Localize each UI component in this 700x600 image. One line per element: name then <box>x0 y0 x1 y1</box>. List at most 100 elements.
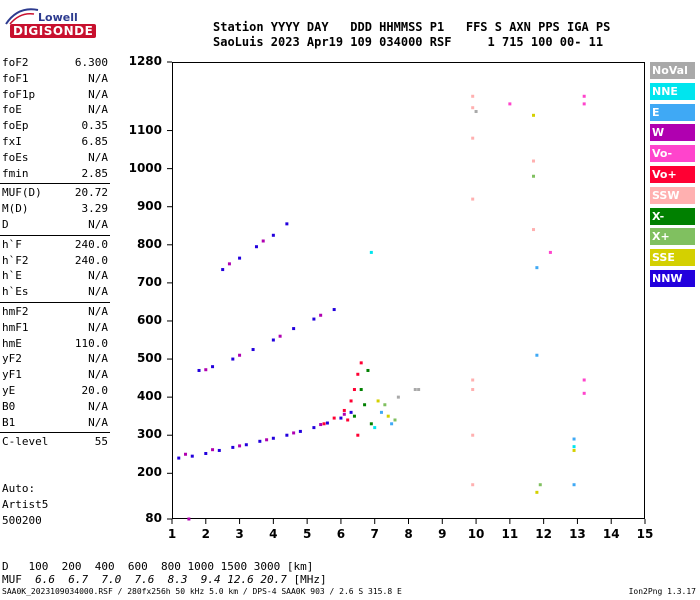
echo-point <box>251 348 255 352</box>
param-name: C-level <box>2 435 49 449</box>
distance-value: 3000 <box>247 560 281 573</box>
echo-point <box>413 388 417 392</box>
param-b0: B0 N/A <box>2 400 108 415</box>
echo-point <box>386 414 390 418</box>
x-tick-label: 12 <box>535 527 552 541</box>
echo-point <box>177 456 181 460</box>
echo-point <box>359 388 363 392</box>
muf-value: 8.3 <box>154 573 188 586</box>
y-tick-label: 200 <box>136 465 162 480</box>
param-ye: yE 20.0 <box>2 384 108 399</box>
echo-point <box>390 422 394 426</box>
param-value: 0.35 <box>81 119 109 133</box>
echo-point <box>538 483 542 487</box>
muf-row: MUF 6.6 6.7 7.0 7.6 8.3 9.4 12.6 20.7 [M… <box>2 573 327 586</box>
param-h-e: h`E N/A <box>2 269 108 284</box>
echo-point <box>471 106 475 110</box>
param-value: N/A <box>88 415 108 429</box>
param-name: fmin <box>2 166 29 180</box>
param-value: N/A <box>88 305 108 318</box>
company-name: Lowell <box>38 11 78 24</box>
x-tick-label: 10 <box>467 527 485 541</box>
param-value: 6.300 <box>74 56 108 69</box>
x-tick-label: 2 <box>201 527 210 541</box>
muf-value: 20.7 <box>253 573 287 586</box>
echo-point <box>548 250 552 254</box>
param-name: h`E <box>2 269 22 283</box>
echo-point <box>322 422 326 426</box>
muf-value: 6.7 <box>55 573 89 586</box>
y-tick-label: 1000 <box>128 160 162 175</box>
echo-point <box>572 445 576 449</box>
y-tick-label: 600 <box>136 312 162 327</box>
x-tick-label: 3 <box>235 527 244 541</box>
echo-point <box>471 94 475 98</box>
param-value: N/A <box>88 352 108 366</box>
echo-point <box>417 388 421 392</box>
param-yf2: yF2 N/A <box>2 352 108 367</box>
x-tick-label: 6 <box>336 527 346 541</box>
echo-point <box>211 448 215 452</box>
param-value: N/A <box>88 320 108 334</box>
echo-point <box>366 368 370 372</box>
distance-value: 100 <box>8 560 49 573</box>
param-name: yF1 <box>2 368 22 382</box>
param-value: 2.85 <box>81 166 109 180</box>
distance-value: 400 <box>81 560 115 573</box>
echo-point <box>535 266 539 270</box>
echo-point <box>211 365 215 369</box>
echo-point <box>363 403 367 407</box>
legend-item-vo-: Vo- <box>650 145 695 163</box>
param-value: 240.0 <box>74 237 108 251</box>
param-fof2: foF2 6.300 <box>2 56 108 71</box>
param-name: MUF(D) <box>2 186 42 200</box>
echo-point <box>352 414 356 418</box>
echo-point <box>217 448 221 452</box>
separator <box>0 432 110 434</box>
param-value: 20.72 <box>74 186 108 200</box>
param-value: 3.29 <box>81 202 109 216</box>
muf-value: 9.4 <box>187 573 221 586</box>
param-value: 6.85 <box>81 135 109 148</box>
echo-point <box>221 268 225 272</box>
echo-point <box>319 423 323 427</box>
legend-item-nnw: NNW <box>650 269 695 287</box>
param-name: fxI <box>2 135 22 148</box>
param-name: foF2 <box>2 56 29 69</box>
echo-point <box>532 159 536 163</box>
y-tick-label: 500 <box>136 351 162 366</box>
digisonde-logo-icon <box>5 8 39 25</box>
param-value: 20.0 <box>81 384 109 397</box>
echo-point <box>342 412 346 416</box>
echo-point <box>352 388 356 392</box>
echo-point <box>373 426 377 430</box>
legend-item-sse: SSE <box>650 249 695 267</box>
param-name: hmF2 <box>2 305 29 318</box>
distance-value: 1500 <box>214 560 248 573</box>
echo-point <box>271 436 275 440</box>
echo-point <box>204 451 208 455</box>
param-name: foEp <box>2 119 29 133</box>
echo-point <box>471 433 475 437</box>
param-hmf1: hmF1 N/A <box>2 321 108 336</box>
param-name: h`Es <box>2 285 29 299</box>
echo-point <box>471 136 475 140</box>
separator <box>0 183 110 185</box>
echo-point <box>376 399 380 403</box>
param-muf-d-: MUF(D) 20.72 <box>2 186 108 201</box>
echo-point <box>319 313 323 317</box>
echo-point <box>379 410 383 414</box>
echo-point <box>204 368 208 372</box>
ionogram-plot-frame <box>172 62 645 519</box>
legend-item-vo-: Vo+ <box>650 165 695 183</box>
param-name: h`F <box>2 237 22 251</box>
echo-point <box>258 439 262 443</box>
polarization-legend: NoVal NNE E W Vo- Vo+ SSW X- X+ SSE NNW <box>650 62 695 291</box>
y-tick-label: 400 <box>136 389 162 404</box>
echo-point <box>383 403 387 407</box>
echo-point <box>184 452 188 456</box>
param-fof1: foF1 N/A <box>2 72 108 87</box>
param-name: hmE <box>2 336 22 350</box>
param-foep: foEp 0.35 <box>2 119 108 134</box>
